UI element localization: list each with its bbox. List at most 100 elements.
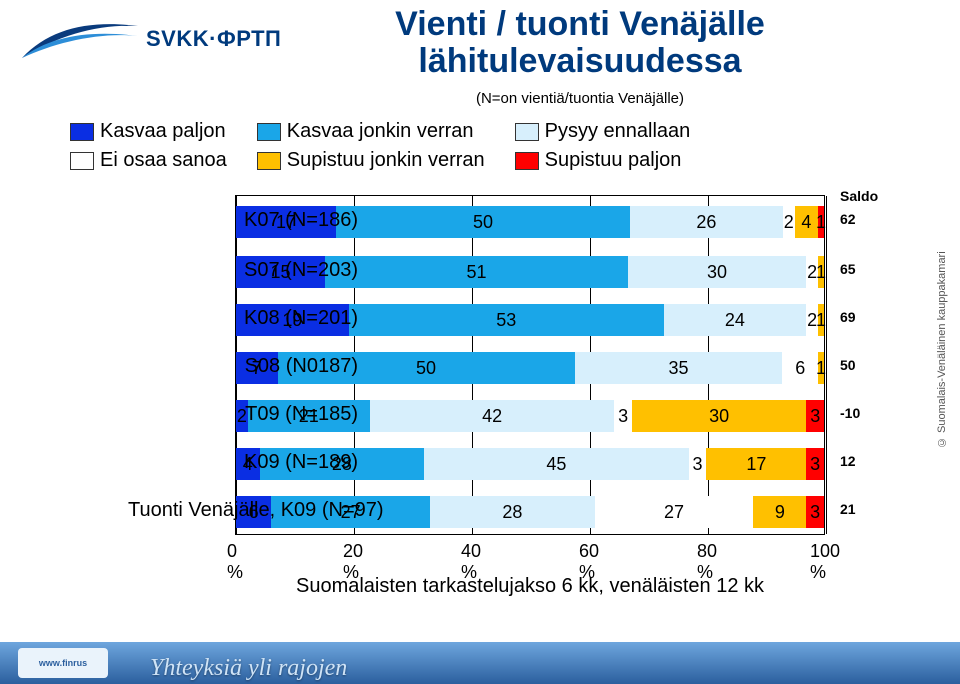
bar-segment: 3 bbox=[806, 400, 823, 432]
segment-value: 3 bbox=[693, 454, 703, 475]
gridline bbox=[826, 196, 827, 534]
legend-swatch bbox=[70, 123, 94, 141]
saldo-value: 21 bbox=[840, 501, 856, 517]
bar-segment: 3 bbox=[806, 448, 824, 480]
segment-value: 2 bbox=[784, 212, 794, 233]
segment-value: 3 bbox=[618, 406, 628, 427]
legend-item: Supistuu jonkin verran bbox=[257, 149, 485, 172]
segment-value: 53 bbox=[496, 310, 516, 331]
category-label: S08 (N0187) bbox=[128, 355, 358, 378]
segment-value: 42 bbox=[482, 406, 502, 427]
saldo-value: 69 bbox=[840, 309, 856, 325]
bar-segment: 51 bbox=[325, 256, 628, 288]
legend-item: Supistuu paljon bbox=[515, 149, 691, 172]
legend-label: Kasvaa paljon bbox=[100, 120, 226, 143]
bar-segment: 27 bbox=[595, 496, 754, 528]
legend: Kasvaa paljon Kasvaa jonkin verran Pysyy e… bbox=[70, 120, 690, 172]
swoosh-icon bbox=[20, 18, 140, 60]
footer-logo: www.finrus bbox=[18, 648, 108, 678]
legend-label: Kasvaa jonkin verran bbox=[287, 120, 474, 143]
bar-segment: 26 bbox=[630, 206, 783, 238]
chart-subtitle: (N=on vientiä/tuontia Venäjälle) bbox=[300, 90, 860, 107]
page: SVKK·ФРТП Vienti / tuonti Venäjälle lähi… bbox=[0, 0, 960, 684]
legend-label: Pysyy ennallaan bbox=[545, 120, 691, 143]
segment-value: 17 bbox=[746, 454, 766, 475]
segment-value: 1 bbox=[816, 310, 826, 331]
bar-segment: 24 bbox=[664, 304, 807, 336]
segment-value: 50 bbox=[473, 212, 493, 233]
bar-segment: 9 bbox=[753, 496, 806, 528]
bar-segment: 53 bbox=[349, 304, 664, 336]
segment-value: 1 bbox=[816, 358, 826, 379]
segment-value: 26 bbox=[696, 212, 716, 233]
legend-label: Supistuu jonkin verran bbox=[287, 149, 485, 172]
bar-segment: 35 bbox=[575, 352, 783, 384]
legend-label: Ei osaa sanoa bbox=[100, 149, 227, 172]
category-label: K09 (N=189) bbox=[128, 451, 358, 474]
segment-value: 1 bbox=[816, 262, 826, 283]
brand-text: SVKK·ФРТП bbox=[146, 26, 281, 52]
bar-segment: 1 bbox=[818, 352, 824, 384]
segment-value: 6 bbox=[795, 358, 805, 379]
chart-title: Vienti / tuonti Venäjälle lähitulevaisuu… bbox=[300, 6, 860, 81]
footer-bar: www.finrus Yhteyksiä yli rajojen bbox=[0, 642, 960, 684]
saldo-value: 50 bbox=[840, 357, 856, 373]
bar-segment: 50 bbox=[336, 206, 630, 238]
segment-value: 30 bbox=[709, 406, 729, 427]
saldo-value: 65 bbox=[840, 261, 856, 277]
segment-value: 9 bbox=[775, 502, 785, 523]
legend-item: Kasvaa paljon bbox=[70, 120, 227, 143]
segment-value: 51 bbox=[467, 262, 487, 283]
saldo-heading: Saldo bbox=[840, 188, 878, 204]
saldo-value: 12 bbox=[840, 453, 856, 469]
segment-value: 1 bbox=[816, 212, 826, 233]
legend-swatch bbox=[70, 152, 94, 170]
segment-value: 27 bbox=[664, 502, 684, 523]
legend-item: Kasvaa jonkin verran bbox=[257, 120, 485, 143]
bar-segment: 1 bbox=[818, 206, 824, 238]
footer-slogan: Yhteyksiä yli rajojen bbox=[150, 655, 347, 682]
bar-segment: 4 bbox=[795, 206, 819, 238]
brand-logo: SVKK·ФРТП bbox=[20, 18, 281, 60]
bar-segment: 3 bbox=[689, 448, 707, 480]
bar-segment: 2 bbox=[783, 206, 795, 238]
segment-value: 50 bbox=[416, 358, 436, 379]
segment-value: 35 bbox=[668, 358, 688, 379]
legend-swatch bbox=[515, 152, 539, 170]
legend-label: Supistuu paljon bbox=[545, 149, 682, 172]
legend-swatch bbox=[515, 123, 539, 141]
bar-segment: 3 bbox=[806, 496, 824, 528]
segment-value: 3 bbox=[810, 406, 820, 427]
segment-value: 4 bbox=[801, 212, 811, 233]
bar-segment: 42 bbox=[370, 400, 615, 432]
bar-segment: 6 bbox=[782, 352, 818, 384]
copyright-vertical: © Suomalais-Venäläinen kauppakamari bbox=[936, 200, 954, 500]
bar-segment: 3 bbox=[614, 400, 631, 432]
segment-value: 3 bbox=[810, 502, 820, 523]
legend-swatch bbox=[257, 152, 281, 170]
saldo-value: 62 bbox=[840, 211, 856, 227]
bar-segment: 30 bbox=[628, 256, 806, 288]
category-label: Tuonti Venäjälle, K09 (N=97) bbox=[128, 499, 358, 522]
category-label: K07 (N=186) bbox=[128, 209, 358, 232]
bar-segment: 30 bbox=[632, 400, 807, 432]
bar-segment: 45 bbox=[424, 448, 689, 480]
segment-value: 28 bbox=[502, 502, 522, 523]
segment-value: 3 bbox=[810, 454, 820, 475]
saldo-value: -10 bbox=[840, 405, 860, 421]
bar-segment: 1 bbox=[818, 304, 824, 336]
bar-segment: 28 bbox=[430, 496, 595, 528]
bar-segment: 17 bbox=[706, 448, 806, 480]
category-label: S07 (N=203) bbox=[128, 259, 358, 282]
category-label: T09 (N=185) bbox=[128, 403, 358, 426]
title-line1: Vienti / tuonti Venäjälle bbox=[395, 5, 765, 43]
segment-value: 30 bbox=[707, 262, 727, 283]
legend-swatch bbox=[257, 123, 281, 141]
title-line2: lähitulevaisuudessa bbox=[418, 42, 741, 80]
legend-item: Ei osaa sanoa bbox=[70, 149, 227, 172]
footnote: Suomalaisten tarkastelujakso 6 kk, venäl… bbox=[235, 575, 825, 598]
bar-segment: 1 bbox=[818, 256, 824, 288]
legend-item: Pysyy ennallaan bbox=[515, 120, 691, 143]
segment-value: 45 bbox=[546, 454, 566, 475]
category-label: K08 (N=201) bbox=[128, 307, 358, 330]
